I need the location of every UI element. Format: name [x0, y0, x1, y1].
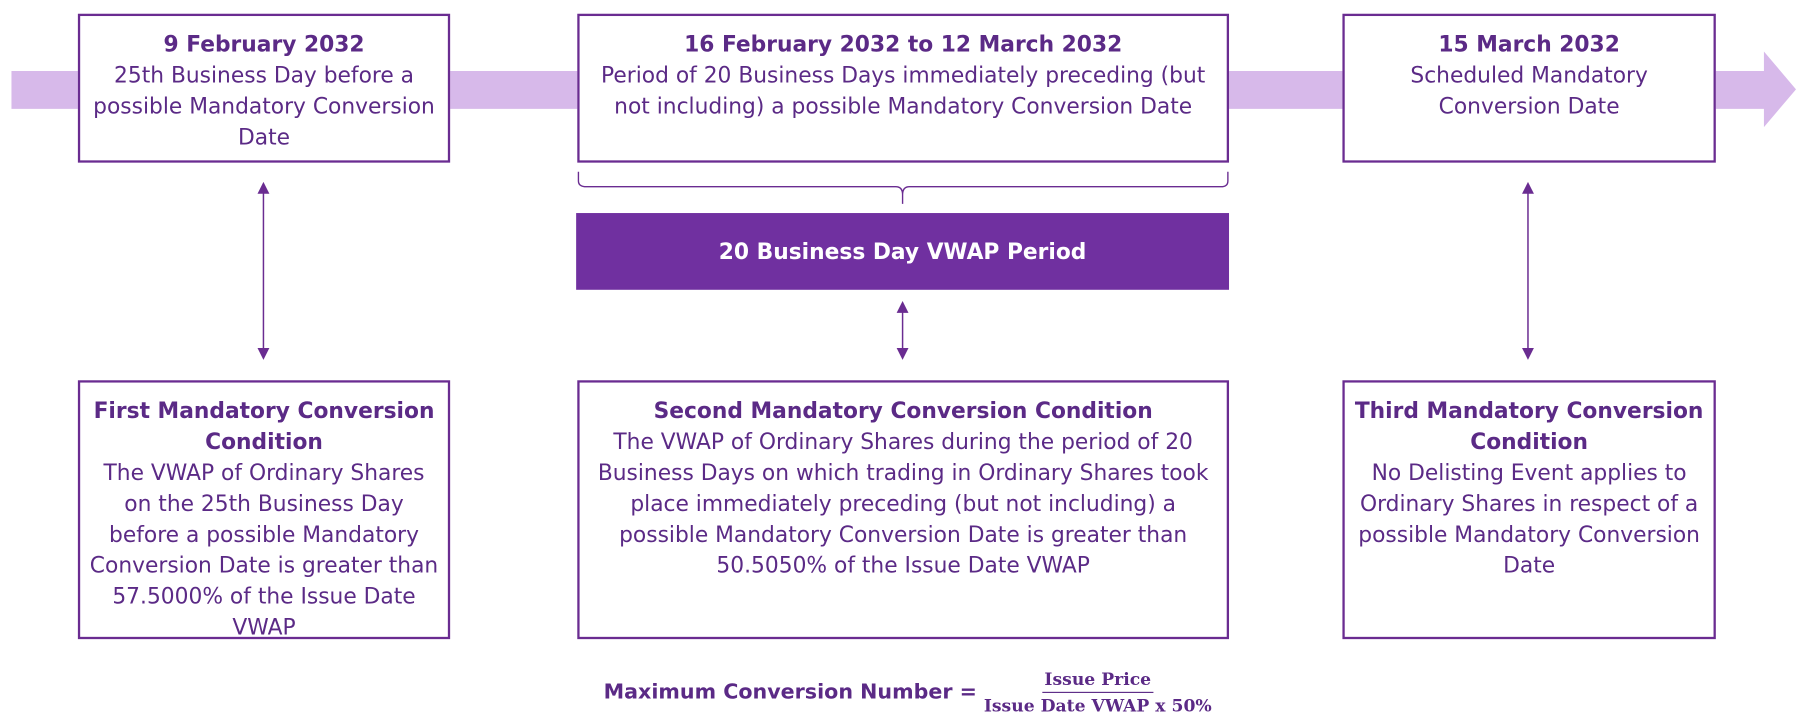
condition-title: First Mandatory Conversion Condition: [93, 398, 435, 455]
description: 25th Business Day before a possible Mand…: [93, 62, 435, 151]
denominator: Issue Date VWAP x 50%: [983, 695, 1212, 716]
description: Period of 20 Business Days immediately p…: [601, 62, 1206, 120]
numerator: Issue Price: [1042, 667, 1154, 693]
condition-text: The VWAP of Ordinary Shares on the 25th …: [89, 460, 439, 641]
date: 15 March 2032: [1438, 32, 1620, 58]
condition-title: Third Mandatory Conversion Condition: [1354, 398, 1704, 455]
formula-label: Maximum Conversion Number =: [603, 680, 977, 705]
brace: [577, 171, 1229, 204]
condition-text: No Delisting Event applies to Ordinary S…: [1358, 460, 1700, 579]
formula: Maximum Conversion Number = Issue Price I…: [604, 667, 1214, 717]
timeline-box: 16 February 2032 to 12 March 2032 Period …: [577, 13, 1230, 163]
date: 9 February 2032: [163, 32, 365, 58]
date: 16 February 2032 to 12 March 2032: [684, 32, 1123, 58]
fraction: Issue Price Issue Date VWAP x 50%: [982, 667, 1214, 717]
description: Scheduled Mandatory Conversion Date: [1410, 62, 1648, 120]
vwap-period: 20 Business Day VWAP Period: [576, 213, 1230, 290]
timeline-box: 9 February 2032 25th Business Day before …: [77, 13, 451, 163]
condition-text: The VWAP of Ordinary Shares during the p…: [597, 429, 1209, 579]
condition-box: Second Mandatory Conversion Condition The…: [577, 380, 1230, 640]
condition-box: Third Mandatory Conversion Condition No D…: [1342, 380, 1716, 640]
timeline-box: 15 March 2032 Scheduled Mandatory Convers…: [1342, 13, 1716, 163]
condition-title: Second Mandatory Conversion Condition: [653, 398, 1153, 424]
condition-box: First Mandatory Conversion Condition The …: [77, 380, 451, 641]
